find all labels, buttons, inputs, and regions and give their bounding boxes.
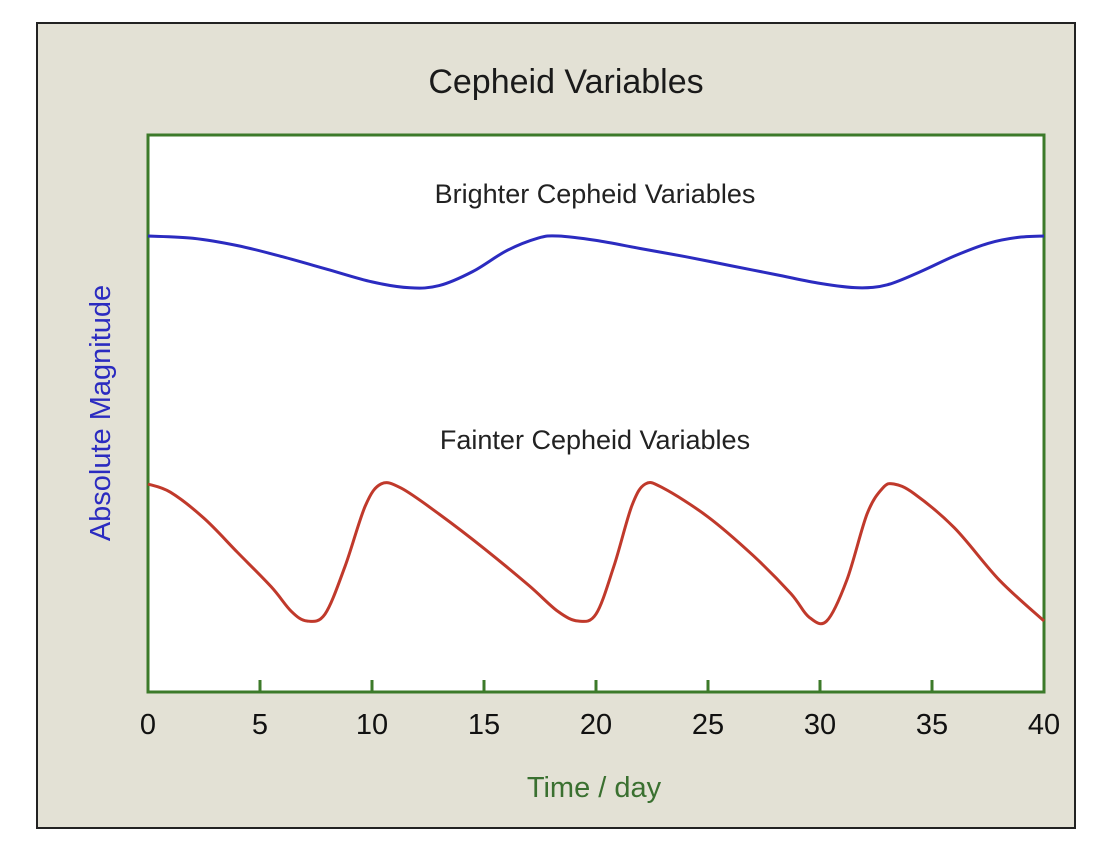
x-tick-label: 40 xyxy=(1028,709,1060,741)
chart-title: Cepheid Variables xyxy=(428,63,703,101)
series-line-brighter xyxy=(147,234,1045,290)
series-lines xyxy=(147,234,1046,626)
x-axis-label: Time / day xyxy=(527,772,662,804)
x-tick-label: 25 xyxy=(692,709,724,741)
x-tick-label: 20 xyxy=(580,709,612,741)
x-axis-ticks: 0 5 10 15 20 25 30 35 40 xyxy=(140,680,1060,741)
x-tick-label: 35 xyxy=(916,709,948,741)
x-tick-label: 5 xyxy=(252,709,268,741)
x-tick-label: 30 xyxy=(804,709,836,741)
y-axis-label: Absolute Magnitude xyxy=(85,285,117,541)
x-tick-label: 15 xyxy=(468,709,500,741)
series-label-fainter: Fainter Cepheid Variables xyxy=(440,425,750,455)
x-tick-label: 10 xyxy=(356,709,388,741)
x-tick-label: 0 xyxy=(140,709,156,741)
series-label-brighter: Brighter Cepheid Variables xyxy=(435,179,756,209)
series-line-fainter xyxy=(147,481,1046,626)
plot-area xyxy=(146,133,1046,694)
